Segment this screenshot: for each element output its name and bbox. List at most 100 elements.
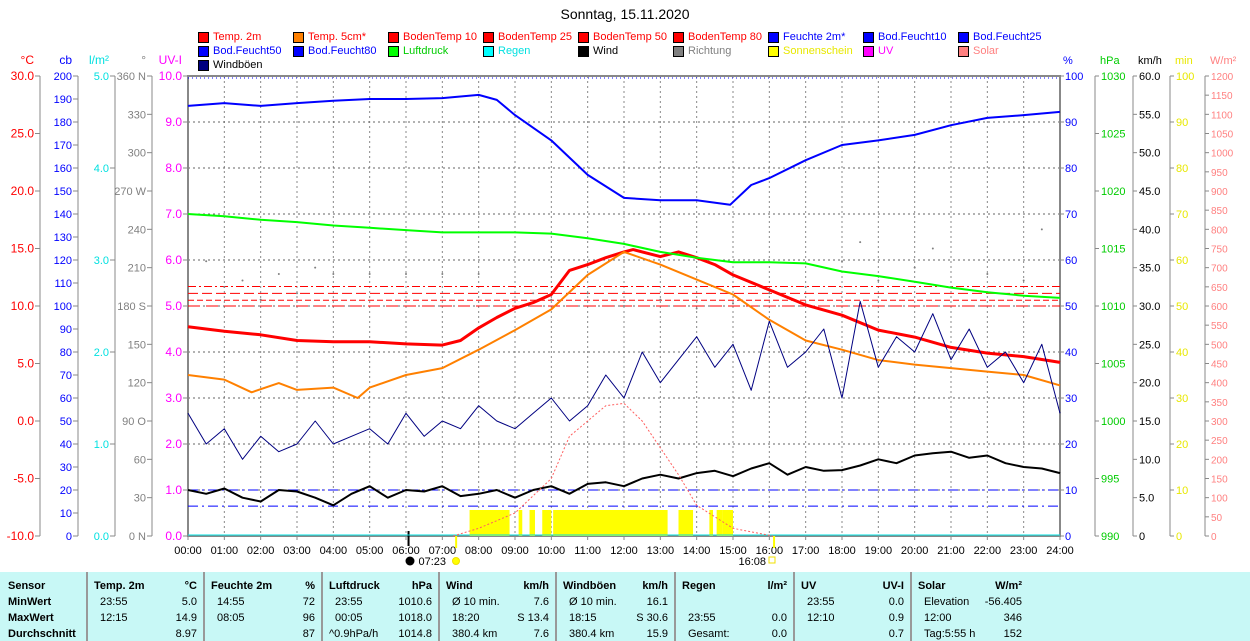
axis-tick-label: 15.0 xyxy=(11,242,35,256)
legend-swatch xyxy=(293,45,304,57)
axis-tick-label: 30.0 xyxy=(11,69,35,83)
axis-tick-label: 5.0 xyxy=(1139,493,1154,505)
axis-tick-label: 1200 xyxy=(1211,72,1234,83)
direction-point xyxy=(532,292,535,295)
table-cell: 0.0 xyxy=(771,612,787,624)
table-cell: MaxWert xyxy=(8,612,54,624)
axis-tick-label: 200 xyxy=(1211,455,1228,466)
direction-point xyxy=(804,285,807,288)
legend-label: Wind xyxy=(593,45,619,57)
axis-tick-label: 10 xyxy=(1176,485,1188,497)
direction-point xyxy=(623,305,625,307)
direction-point xyxy=(931,247,934,250)
series-line-windb-en xyxy=(187,300,1061,460)
direction-point xyxy=(296,292,298,295)
axis-tick-label: 130 xyxy=(54,232,72,244)
direction-point xyxy=(223,285,226,288)
direction-point xyxy=(877,279,880,282)
axis-tick-label: 3.0 xyxy=(165,391,182,405)
table-cell: 16.1 xyxy=(646,596,668,608)
table-cell: ^0.9hPa/h xyxy=(329,628,379,640)
table-cell: 7.6 xyxy=(533,596,549,608)
axis-tick-label: 600 xyxy=(1211,302,1228,313)
sunshine-bar xyxy=(709,510,714,536)
axis-tick-label: 180 S xyxy=(117,301,146,313)
legend-item: Regen xyxy=(483,45,530,57)
axis-tick-label: 3.0 xyxy=(94,255,109,267)
legend-item: Temp. 2m xyxy=(198,31,261,43)
table-cell: 8.97 xyxy=(175,628,197,640)
table-cell: 380.4 km xyxy=(569,628,615,640)
direction-point xyxy=(913,266,916,269)
axis-tick-label: 30 xyxy=(134,493,146,505)
axis-tick-label: 700 xyxy=(1211,264,1228,275)
legend-label: BodenTemp 10 xyxy=(403,31,477,43)
axis-tick-label: 30.0 xyxy=(1139,301,1160,313)
axis-tick-label: 20.0 xyxy=(11,184,35,198)
legend-swatch xyxy=(293,31,304,43)
legend-item: Luftdruck xyxy=(388,45,448,57)
axis-tick-label: 900 xyxy=(1211,187,1228,198)
direction-point xyxy=(368,273,371,276)
axis-tick-label: 150 xyxy=(1211,475,1228,486)
column-divider xyxy=(674,572,676,641)
legend-swatch xyxy=(768,31,779,43)
legend-item: BodenTemp 80 xyxy=(673,31,762,43)
x-tick-label: 07:00 xyxy=(429,545,457,557)
table-cell: 00:05 xyxy=(335,612,363,624)
table-cell: UV xyxy=(801,580,817,592)
table-cell: 0.7 xyxy=(888,628,904,640)
sunshine-bar xyxy=(678,510,694,536)
axis-tick-label: 200 xyxy=(54,71,72,83)
legend-swatch xyxy=(578,45,589,57)
table-cell: Regen xyxy=(682,580,716,592)
table-cell: Sensor xyxy=(8,580,46,592)
table-cell: 23:55 xyxy=(100,596,128,608)
legend-swatch xyxy=(198,31,209,43)
table-cell: 152 xyxy=(1003,628,1022,640)
axis-tick-label: 60 xyxy=(1065,255,1077,267)
axis-tick-label: 50 xyxy=(1211,513,1223,524)
x-tick-label: 11:00 xyxy=(574,545,601,557)
axis-tick-label: 25.0 xyxy=(1139,339,1160,351)
axis-tick-label: 150 xyxy=(128,339,146,351)
axis-tick-label: 1020 xyxy=(1101,186,1125,198)
table-cell: 346 xyxy=(1003,612,1022,624)
axis-tick-label: 90 xyxy=(60,324,72,336)
table-cell: 23:55 xyxy=(335,596,363,608)
axis-tick-label: 80 xyxy=(1065,163,1077,175)
table-cell: 0.0 xyxy=(771,628,787,640)
legend-swatch xyxy=(198,59,209,71)
direction-point xyxy=(314,266,317,269)
legend-item: Temp. 5cm* xyxy=(293,31,366,43)
x-tick-label: 24:00 xyxy=(1046,545,1074,557)
axis-tick-label: 7.0 xyxy=(165,207,182,221)
legend-swatch xyxy=(958,45,969,57)
axis-tick-label: 80 xyxy=(60,347,72,359)
direction-point xyxy=(277,273,280,276)
legend-item: Sonnenschein xyxy=(768,45,853,57)
direction-point xyxy=(768,292,771,295)
axis-tick-label: 1010 xyxy=(1101,301,1125,313)
table-cell: 7.6 xyxy=(533,628,549,640)
legend-item: Bod.Feucht50 xyxy=(198,45,282,57)
axis-tick-label: 50 xyxy=(1065,301,1077,313)
axis-tick-label: 60.0 xyxy=(1139,71,1160,83)
x-tick-label: 08:00 xyxy=(465,545,493,557)
axis-tick-label: 100 xyxy=(1211,494,1228,505)
table-cell: 0.9 xyxy=(888,612,904,624)
direction-point xyxy=(550,298,553,301)
legend-label: Windböen xyxy=(213,59,263,71)
sunshine-bar xyxy=(716,510,723,536)
table-cell: 18:15 xyxy=(569,612,597,624)
column-divider xyxy=(910,572,912,641)
axis-unit-label: °C xyxy=(21,53,35,67)
direction-point xyxy=(659,298,662,301)
table-cell: -56.405 xyxy=(984,596,1022,608)
axis-tick-label: 1030 xyxy=(1101,71,1125,83)
axis-tick-label: 90 xyxy=(1176,117,1188,129)
axis-tick-label: 20 xyxy=(1065,439,1077,451)
legend-swatch xyxy=(388,45,399,57)
legend-label: BodenTemp 25 xyxy=(498,31,572,43)
direction-point xyxy=(1040,228,1043,231)
